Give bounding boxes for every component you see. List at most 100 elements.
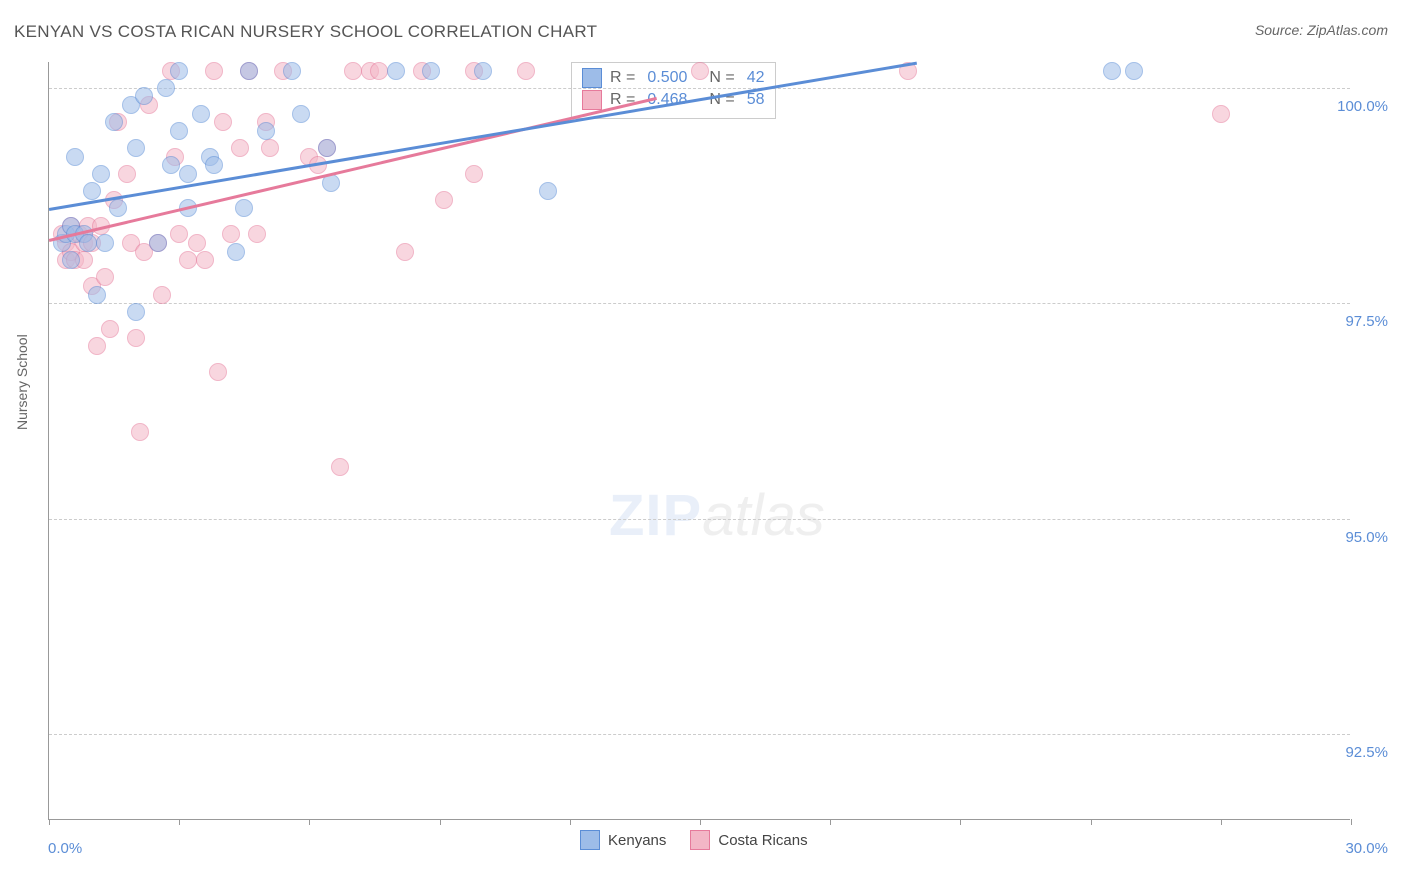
data-point-costaricans <box>153 286 171 304</box>
source-attribution: Source: ZipAtlas.com <box>1255 22 1388 38</box>
watermark-zip: ZIP <box>609 483 702 548</box>
x-tick <box>49 819 50 825</box>
data-point-costaricans <box>465 165 483 183</box>
data-point-kenyans <box>88 286 106 304</box>
legend-row-kenyans: R = 0.500 N = 42 <box>582 68 765 88</box>
data-point-costaricans <box>170 225 188 243</box>
x-tick <box>179 819 180 825</box>
data-point-costaricans <box>435 191 453 209</box>
data-point-kenyans <box>162 156 180 174</box>
n-value-costaricans: 58 <box>747 91 765 109</box>
x-tick <box>960 819 961 825</box>
data-point-costaricans <box>118 165 136 183</box>
y-axis-label: Nursery School <box>14 334 30 430</box>
data-point-costaricans <box>205 62 223 80</box>
x-tick <box>1091 819 1092 825</box>
x-tick <box>570 819 571 825</box>
data-point-kenyans <box>283 62 301 80</box>
swatch-kenyans <box>582 68 602 88</box>
data-point-kenyans <box>127 139 145 157</box>
n-label: N = <box>709 69 734 87</box>
data-point-costaricans <box>188 234 206 252</box>
legend-label-costaricans: Costa Ricans <box>718 832 807 849</box>
x-tick <box>700 819 701 825</box>
data-point-kenyans <box>149 234 167 252</box>
data-point-costaricans <box>214 113 232 131</box>
gridline <box>49 734 1350 735</box>
data-point-costaricans <box>101 320 119 338</box>
data-point-costaricans <box>396 243 414 261</box>
r-value-kenyans: 0.500 <box>647 69 687 87</box>
data-point-kenyans <box>539 182 557 200</box>
x-tick <box>1351 819 1352 825</box>
data-point-kenyans <box>179 165 197 183</box>
data-point-costaricans <box>222 225 240 243</box>
swatch-kenyans <box>580 830 600 850</box>
y-tick-label: 95.0% <box>1345 529 1388 546</box>
data-point-kenyans <box>92 165 110 183</box>
data-point-costaricans <box>209 363 227 381</box>
data-point-kenyans <box>240 62 258 80</box>
gridline <box>49 303 1350 304</box>
legend-item-kenyans: Kenyans <box>580 830 666 850</box>
x-tick-min: 0.0% <box>48 840 82 857</box>
data-point-kenyans <box>257 122 275 140</box>
data-point-costaricans <box>179 251 197 269</box>
data-point-costaricans <box>331 458 349 476</box>
data-point-costaricans <box>691 62 709 80</box>
y-tick-label: 92.5% <box>1345 744 1388 761</box>
data-point-kenyans <box>66 148 84 166</box>
data-point-costaricans <box>261 139 279 157</box>
data-point-kenyans <box>170 62 188 80</box>
y-tick-label: 97.5% <box>1345 313 1388 330</box>
plot-area: ZIPatlas R = 0.500 N = 42 R = 0.468 N = … <box>48 62 1350 820</box>
trend-line-costaricans <box>49 96 657 241</box>
data-point-costaricans <box>344 62 362 80</box>
data-point-kenyans <box>157 79 175 97</box>
data-point-costaricans <box>88 337 106 355</box>
data-point-costaricans <box>517 62 535 80</box>
data-point-kenyans <box>1103 62 1121 80</box>
data-point-kenyans <box>135 87 153 105</box>
data-point-kenyans <box>292 105 310 123</box>
x-tick <box>1221 819 1222 825</box>
data-point-kenyans <box>205 156 223 174</box>
swatch-costaricans <box>690 830 710 850</box>
legend-item-costaricans: Costa Ricans <box>690 830 807 850</box>
x-tick <box>440 819 441 825</box>
data-point-costaricans <box>1212 105 1230 123</box>
x-tick <box>309 819 310 825</box>
data-point-kenyans <box>96 234 114 252</box>
data-point-kenyans <box>79 234 97 252</box>
watermark: ZIPatlas <box>609 482 825 549</box>
data-point-costaricans <box>131 423 149 441</box>
gridline <box>49 88 1350 89</box>
legend-label-kenyans: Kenyans <box>608 832 666 849</box>
data-point-kenyans <box>474 62 492 80</box>
n-value-kenyans: 42 <box>747 69 765 87</box>
data-point-kenyans <box>170 122 188 140</box>
r-label: R = <box>610 69 635 87</box>
data-point-costaricans <box>370 62 388 80</box>
data-point-kenyans <box>192 105 210 123</box>
data-point-kenyans <box>62 251 80 269</box>
data-point-costaricans <box>96 268 114 286</box>
data-point-kenyans <box>387 62 405 80</box>
y-tick-label: 100.0% <box>1337 98 1388 115</box>
swatch-costaricans <box>582 90 602 110</box>
data-point-kenyans <box>235 199 253 217</box>
data-point-costaricans <box>127 329 145 347</box>
chart-title: KENYAN VS COSTA RICAN NURSERY SCHOOL COR… <box>14 22 597 42</box>
data-point-kenyans <box>227 243 245 261</box>
data-point-kenyans <box>422 62 440 80</box>
x-tick <box>830 819 831 825</box>
data-point-costaricans <box>248 225 266 243</box>
x-tick-max: 30.0% <box>1345 840 1388 857</box>
gridline <box>49 519 1350 520</box>
data-point-costaricans <box>196 251 214 269</box>
watermark-atlas: atlas <box>702 483 825 548</box>
series-legend: Kenyans Costa Ricans <box>580 830 808 850</box>
data-point-costaricans <box>231 139 249 157</box>
data-point-kenyans <box>105 113 123 131</box>
data-point-kenyans <box>318 139 336 157</box>
